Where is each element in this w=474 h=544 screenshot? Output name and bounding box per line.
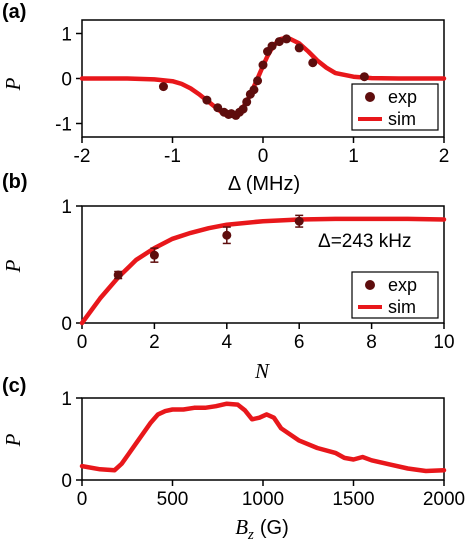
panel-b-ylabel: P [1, 259, 25, 273]
panel-a-label: (a) [2, 1, 26, 23]
exp-data-point [238, 104, 248, 114]
exp-data-point [242, 97, 252, 107]
panel-b-legend-box [351, 271, 439, 319]
exp-data-point [222, 230, 232, 240]
y-tick-label: -1 [55, 115, 72, 136]
x-tick-label: 6 [294, 332, 305, 353]
exp-data-point [249, 85, 259, 95]
exp-data-point [274, 37, 284, 47]
panel-b-legend: exp sim [351, 271, 439, 319]
exp-data-point [113, 270, 123, 280]
sim-series-line [79, 401, 447, 474]
panel-c-ylabel: P [1, 433, 25, 447]
panel-a-xlabel: Δ (MHz) [228, 173, 300, 195]
y-tick-label: 0 [61, 70, 72, 91]
y-tick-label: 0 [61, 314, 72, 335]
x-tick-label: 0 [258, 146, 269, 167]
panel-b-xlabel: N [254, 359, 270, 383]
panel-c-plot: 0 500 1000 1500 2000 0 1 [61, 389, 465, 510]
sim-series-line [79, 216, 447, 326]
panel-c-ticks: 0 500 1000 1500 2000 0 1 [61, 389, 465, 510]
x-tick-label: 1 [348, 146, 359, 167]
panel-a-legend-exp-marker [365, 92, 375, 102]
exp-data-point [158, 82, 168, 92]
panel-b-legend-exp: exp [388, 275, 417, 295]
panel-b-frame [81, 205, 445, 324]
x-tick-label: 8 [366, 332, 377, 353]
panel-b-annotation: Δ=243 kHz [318, 231, 412, 252]
panel-a-legend-sim: sim [388, 109, 416, 129]
exp-data-point [308, 58, 318, 68]
panel-b-sim-line [79, 216, 447, 326]
exp-data-point [149, 250, 159, 260]
x-tick-label: 500 [157, 489, 189, 510]
panel-c-label: (c) [2, 375, 26, 397]
exp-data-point [253, 76, 263, 86]
y-tick-label: 0 [61, 471, 72, 492]
exp-data-point [258, 60, 268, 70]
x-tick-label: -2 [74, 146, 91, 167]
panel-b-legend-sim: sim [388, 297, 416, 317]
panel-c-xlabel-unit: (G) [260, 517, 289, 539]
x-tick-label: -1 [164, 146, 181, 167]
panel-c-frame [81, 397, 445, 481]
panel-a-ylabel: P [1, 77, 25, 91]
x-tick-label: 2 [149, 332, 160, 353]
panel-b-exp-points [113, 214, 304, 280]
x-tick-label: 1000 [242, 489, 284, 510]
y-tick-label: 1 [61, 197, 72, 218]
panel-b-legend-exp-marker [365, 280, 375, 290]
panel-c-xlabel-main: B [235, 515, 248, 539]
panel-c-xlabel-sub: z [247, 527, 254, 543]
panel-b-ticks: 0 2 4 6 8 10 0 1 [61, 197, 454, 353]
exp-data-point [213, 103, 223, 113]
x-tick-label: 10 [433, 332, 454, 353]
exp-data-point [359, 72, 369, 82]
panel-a-legend: exp sim [351, 83, 439, 131]
panel-a-legend-box [351, 83, 439, 131]
panel-a-legend-exp: exp [388, 87, 417, 107]
y-tick-label: 1 [61, 389, 72, 410]
panel-c-xlabel: Bz (G) [235, 515, 289, 543]
x-tick-label: 2 [439, 146, 450, 167]
exp-data-point [202, 95, 212, 105]
x-tick-label: 4 [222, 332, 233, 353]
exp-data-point [294, 43, 304, 53]
panel-b-plot: 0 2 4 6 8 10 0 1 [61, 197, 454, 353]
panel-a-ticks: -2 -1 0 1 2-101 [55, 25, 449, 168]
exp-data-point [282, 34, 292, 44]
x-tick-label: 1500 [332, 489, 374, 510]
panel-c-sim-line [79, 401, 447, 474]
panel-a-exp-points [158, 34, 369, 120]
panel-b-label: (b) [2, 171, 28, 193]
panel-a-plot: -2 -1 0 1 2-101 [55, 19, 449, 168]
exp-data-point [294, 216, 304, 226]
x-tick-label: 2000 [423, 489, 465, 510]
x-tick-label: 0 [77, 332, 88, 353]
y-tick-label: 1 [61, 25, 72, 46]
exp-data-point [267, 41, 277, 51]
x-tick-label: 0 [77, 489, 88, 510]
